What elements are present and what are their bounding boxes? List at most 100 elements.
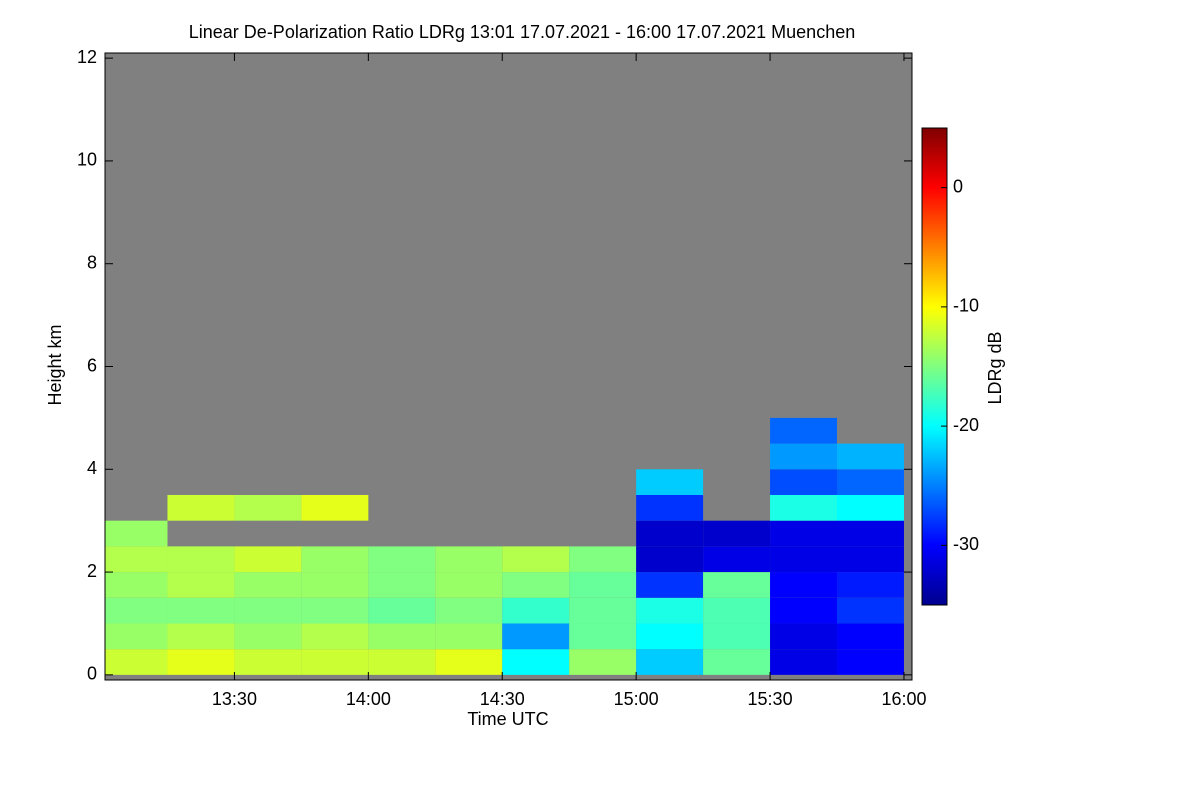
heatmap-cell <box>301 494 369 521</box>
heatmap-cell <box>636 572 704 598</box>
heatmap-cell <box>837 546 904 573</box>
heatmap-cell <box>569 546 637 573</box>
heatmap-cell <box>770 469 838 495</box>
heatmap-cell <box>569 572 637 598</box>
heatmap-cell <box>703 623 771 650</box>
heatmap-cell <box>569 649 637 675</box>
y-tick-label: 2 <box>87 561 97 581</box>
y-tick-label: 6 <box>87 355 97 375</box>
heatmap-cell <box>636 494 704 521</box>
y-axis-label: Height km <box>45 324 65 405</box>
heatmap-cell <box>502 546 570 573</box>
heatmap-cell <box>770 649 838 675</box>
heatmap-cell <box>770 597 838 624</box>
heatmap-cell <box>636 597 704 624</box>
heatmap-cell <box>435 597 503 624</box>
heatmap-cell <box>234 572 302 598</box>
heatmap-cell <box>636 649 704 675</box>
heatmap-cell <box>770 443 838 470</box>
heatmap-cell <box>837 520 904 547</box>
x-tick-label: 15:00 <box>614 689 659 709</box>
heatmap-cell <box>167 623 235 650</box>
heatmap-cell <box>502 597 570 624</box>
heatmap-cell <box>837 443 904 470</box>
heatmap-cell <box>105 649 168 675</box>
heatmap-cell <box>301 546 369 573</box>
heatmap-cell <box>301 572 369 598</box>
heatmap-cell <box>368 597 436 624</box>
heatmap-cell <box>301 597 369 624</box>
heatmap-cell <box>502 649 570 675</box>
chart-title: Linear De-Polarization Ratio LDRg 13:01 … <box>189 22 855 42</box>
heatmap-cell <box>368 572 436 598</box>
heatmap-cell <box>105 597 168 624</box>
heatmap-cell <box>301 649 369 675</box>
heatmap-cell <box>837 572 904 598</box>
heatmap-cell <box>770 572 838 598</box>
heatmap-cell <box>837 597 904 624</box>
heatmap-cell <box>703 649 771 675</box>
heatmap-cell <box>368 623 436 650</box>
heatmap-cell <box>837 494 904 521</box>
x-axis-label: Time UTC <box>467 709 548 729</box>
heatmap-cell <box>837 649 904 675</box>
heatmap-cell <box>837 623 904 650</box>
heatmap-cell <box>770 623 838 650</box>
heatmap <box>105 417 904 675</box>
y-tick-label: 12 <box>77 47 97 67</box>
heatmap-cell <box>234 649 302 675</box>
heatmap-cell <box>368 649 436 675</box>
x-tick-label: 14:00 <box>346 689 391 709</box>
heatmap-cell <box>703 572 771 598</box>
heatmap-cell <box>435 546 503 573</box>
heatmap-cell <box>105 520 168 547</box>
heatmap-cell <box>770 520 838 547</box>
heatmap-cell <box>234 623 302 650</box>
x-tick-label: 15:30 <box>748 689 793 709</box>
y-tick-label: 4 <box>87 458 97 478</box>
heatmap-cell <box>502 572 570 598</box>
heatmap-cell <box>703 520 771 547</box>
heatmap-cell <box>167 494 235 521</box>
heatmap-cell <box>435 623 503 650</box>
heatmap-cell <box>435 572 503 598</box>
heatmap-cell <box>301 623 369 650</box>
heatmap-cell <box>569 597 637 624</box>
heatmap-cell <box>703 597 771 624</box>
x-tick-label: 16:00 <box>881 689 926 709</box>
colorbar-label: LDRg dB <box>985 331 1005 404</box>
colorbar-tick-label: 0 <box>953 176 963 196</box>
x-tick-label: 14:30 <box>480 689 525 709</box>
heatmap-cell <box>105 546 168 573</box>
heatmap-cell <box>569 623 637 650</box>
y-tick-label: 8 <box>87 252 97 272</box>
heatmap-cell <box>167 597 235 624</box>
heatmap-cell <box>703 546 771 573</box>
x-tick-label: 13:30 <box>212 689 257 709</box>
colorbar-tick-label: -30 <box>953 534 979 554</box>
heatmap-cell <box>167 649 235 675</box>
heatmap-cell <box>435 649 503 675</box>
heatmap-cell <box>636 469 704 495</box>
heatmap-cell <box>368 546 436 573</box>
colorbar-tick-label: -20 <box>953 415 979 435</box>
heatmap-cell <box>105 572 168 598</box>
heatmap-cell <box>502 623 570 650</box>
colorbar-tick-label: -10 <box>953 296 979 316</box>
heatmap-cell <box>770 417 838 444</box>
colorbar <box>921 127 948 606</box>
heatmap-cell <box>770 494 838 521</box>
heatmap-cell <box>636 546 704 573</box>
heatmap-cell <box>167 546 235 573</box>
y-tick-label: 10 <box>77 150 97 170</box>
heatmap-cell <box>105 623 168 650</box>
heatmap-cell <box>837 469 904 495</box>
heatmap-cell <box>234 597 302 624</box>
heatmap-cell <box>234 546 302 573</box>
heatmap-cell <box>234 494 302 521</box>
heatmap-cell <box>770 546 838 573</box>
heatmap-cell <box>636 623 704 650</box>
heatmap-cell <box>636 520 704 547</box>
heatmap-cell <box>167 572 235 598</box>
